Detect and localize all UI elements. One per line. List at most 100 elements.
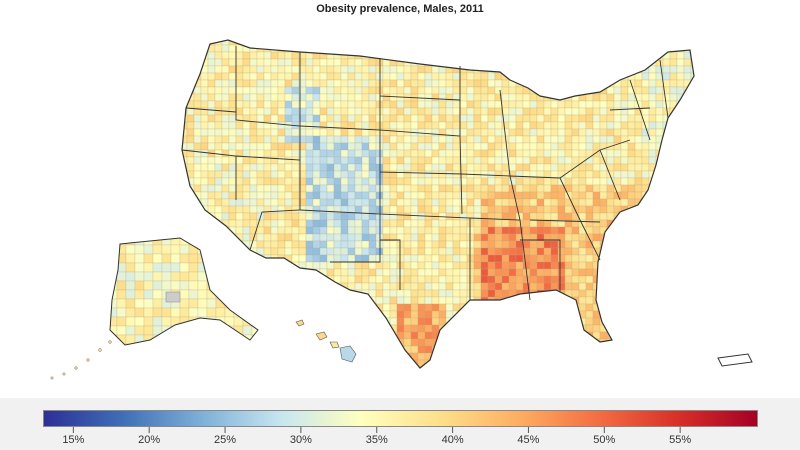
county-cell xyxy=(242,219,251,228)
county-cell xyxy=(249,289,258,298)
county-cell xyxy=(459,261,468,270)
county-cell xyxy=(515,128,524,137)
county-cell xyxy=(270,177,279,186)
county-cell xyxy=(683,40,692,46)
county-cell xyxy=(655,205,664,214)
county-cell xyxy=(564,142,573,151)
county-cell xyxy=(368,345,377,354)
county-cell xyxy=(676,359,685,368)
county-cell xyxy=(170,334,181,345)
county-cell xyxy=(277,65,286,74)
county-cell xyxy=(592,156,601,165)
county-cell xyxy=(298,219,307,228)
county-cell xyxy=(291,93,300,102)
county-cell xyxy=(508,275,517,284)
county-cell xyxy=(571,324,580,333)
county-cell xyxy=(466,114,475,123)
county-cell xyxy=(256,303,265,312)
county-cell xyxy=(305,359,314,368)
county-cell xyxy=(347,65,356,74)
county-cell xyxy=(550,177,559,186)
county-cell xyxy=(305,114,314,123)
county-cell xyxy=(389,121,398,130)
county-cell xyxy=(347,72,356,81)
county-cell xyxy=(182,345,188,354)
county-cell xyxy=(655,345,664,354)
county-cell xyxy=(599,170,608,179)
county-cell xyxy=(557,156,566,165)
county-cell xyxy=(221,51,230,60)
county-cell xyxy=(599,345,608,354)
county-cell xyxy=(188,298,199,309)
county-cell xyxy=(424,282,433,291)
county-cell xyxy=(326,331,335,340)
county-cell xyxy=(403,254,412,263)
county-cell xyxy=(466,177,475,186)
county-cell xyxy=(438,282,447,291)
county-cell xyxy=(424,226,433,235)
county-cell xyxy=(221,184,230,193)
county-cell xyxy=(207,114,216,123)
county-cell xyxy=(284,58,293,67)
county-cell xyxy=(494,79,503,88)
county-cell xyxy=(396,240,405,249)
county-cell xyxy=(256,100,265,109)
county-cell xyxy=(599,128,608,137)
county-cell xyxy=(683,296,692,305)
county-cell xyxy=(459,268,468,277)
county-cell xyxy=(249,135,258,144)
county-cell xyxy=(305,177,314,186)
county-cell xyxy=(242,262,253,273)
county-cell xyxy=(340,296,349,305)
county-cell xyxy=(543,310,552,319)
county-cell xyxy=(452,142,461,151)
county-cell xyxy=(487,114,496,123)
county-cell xyxy=(143,298,154,309)
county-cell xyxy=(270,219,279,228)
county-cell xyxy=(214,254,223,263)
county-cell xyxy=(662,79,671,88)
county-cell xyxy=(235,163,244,172)
county-cell xyxy=(382,289,391,298)
county-cell xyxy=(361,65,370,74)
county-cell xyxy=(648,149,657,158)
county-cell xyxy=(522,352,531,361)
county-cell xyxy=(186,44,195,53)
county-cell xyxy=(571,352,580,361)
county-cell xyxy=(662,184,671,193)
county-cell xyxy=(627,310,636,319)
county-cell xyxy=(564,65,573,74)
county-cell xyxy=(228,359,237,368)
county-cell xyxy=(571,40,580,46)
county-cell xyxy=(228,184,237,193)
county-cell xyxy=(487,359,496,368)
county-cell xyxy=(501,233,510,242)
county-cell xyxy=(284,156,293,165)
county-cell xyxy=(228,254,237,263)
county-cell xyxy=(396,226,405,235)
county-cell xyxy=(543,359,552,368)
county-cell xyxy=(690,219,694,228)
county-cell xyxy=(277,324,286,333)
county-cell xyxy=(494,184,503,193)
county-cell xyxy=(235,366,244,368)
county-cell xyxy=(340,163,349,172)
county-cell xyxy=(277,296,286,305)
county-cell xyxy=(242,325,253,336)
county-cell xyxy=(662,345,671,354)
county-cell xyxy=(515,86,524,95)
county-cell xyxy=(669,170,678,179)
county-cell xyxy=(466,198,475,207)
county-cell xyxy=(186,352,195,361)
us-county-map[interactable] xyxy=(0,0,800,400)
county-cell xyxy=(270,72,279,81)
county-cell xyxy=(480,128,489,137)
county-cell xyxy=(634,226,643,235)
county-cell xyxy=(571,184,580,193)
county-cell xyxy=(235,303,244,312)
county-cell xyxy=(214,58,223,67)
county-cell xyxy=(340,359,349,368)
county-cell xyxy=(536,191,545,200)
county-cell xyxy=(403,310,412,319)
county-cell xyxy=(592,177,601,186)
